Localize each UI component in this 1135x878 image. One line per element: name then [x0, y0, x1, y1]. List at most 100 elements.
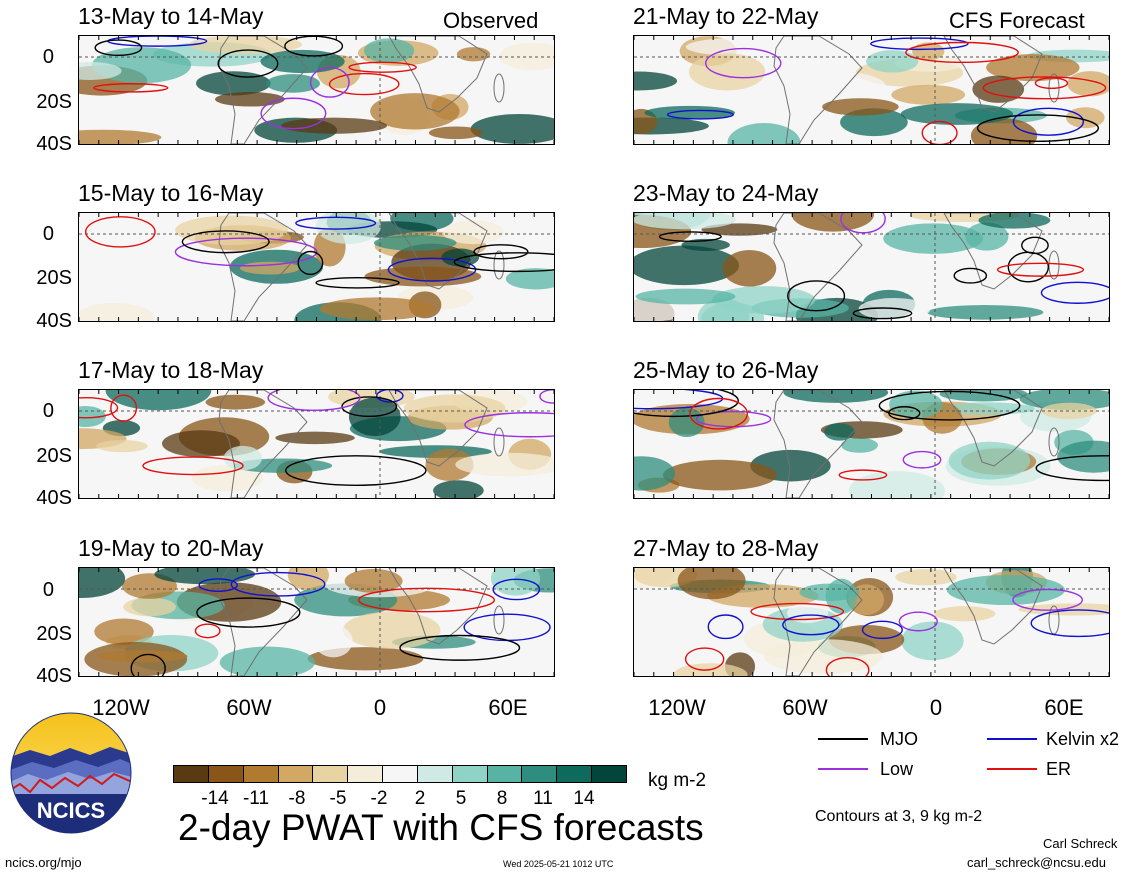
colorbar-swatch [556, 765, 593, 783]
lat-label-40s-row2: 40S [36, 310, 72, 332]
colorbar-label-4: -5 [329, 788, 347, 809]
lon-label-120w-right: 120W [648, 695, 706, 720]
land-outline [218, 213, 308, 321]
contour-line [267, 390, 361, 412]
contour-line [464, 412, 554, 438]
contour-line [174, 237, 318, 267]
legend-line-er [987, 768, 1037, 770]
anomaly-blob [634, 71, 678, 91]
contour-line [838, 469, 888, 481]
contour-line [666, 109, 734, 120]
lat-label-20s-row3: 20S [36, 445, 72, 467]
land-outline [1048, 250, 1060, 280]
colorbar-label-1: -14 [201, 788, 229, 809]
anomaly-blob [635, 288, 736, 305]
map-panel-left-2 [78, 212, 555, 322]
contour-line [348, 61, 417, 73]
contour-line [658, 231, 722, 243]
contour-line [297, 250, 324, 276]
map-panel-right-4 [633, 567, 1110, 677]
anomaly-blob [644, 105, 736, 120]
anomaly-blob [889, 390, 943, 419]
contour-line [1012, 588, 1083, 611]
anomaly-blob [105, 390, 212, 411]
land-outline [493, 427, 505, 457]
anomaly-blob [219, 646, 316, 676]
lon-label-60e-left: 60E [488, 695, 528, 720]
anomaly-blob [442, 220, 504, 245]
anomaly-blob [791, 213, 875, 232]
contour-line [1040, 281, 1109, 304]
colorbar-label-3: -8 [288, 788, 306, 809]
footer-timestamp: Wed 2025-05-21 1012 UTC [503, 859, 614, 869]
anomaly-blob [79, 568, 126, 599]
contour-line [1012, 107, 1085, 136]
colorbar-swatch [347, 765, 384, 783]
colorbar-swatch [242, 765, 279, 783]
land-outline [493, 73, 505, 103]
map-graphic [634, 36, 1109, 144]
map-graphic [79, 390, 554, 498]
contour-line [399, 634, 521, 661]
footer-author: Carl Schreck [1043, 836, 1118, 851]
anomaly-blob [188, 36, 302, 54]
contour-line [328, 72, 400, 96]
lat-label-20s-row2: 20S [36, 267, 72, 289]
anomaly-blob [97, 650, 188, 663]
footer-email[interactable]: carl_schreck@ncsu.edu [967, 855, 1106, 870]
anomaly-blob [162, 430, 240, 458]
anomaly-blob [240, 261, 300, 275]
anomaly-blob [946, 574, 1065, 606]
anomaly-blob [948, 441, 1031, 480]
contour-line [1007, 251, 1050, 283]
ncics-logo: NCICS [10, 712, 132, 834]
panel-title-right-1: 21-May to 22-May [633, 3, 819, 29]
contour-line [953, 267, 988, 284]
legend-label-er: ER [1046, 759, 1072, 779]
colorbar-label-10: 14 [573, 788, 595, 809]
anomaly-blob [927, 305, 1044, 320]
contour-line [198, 578, 238, 592]
colorbar-label-7: 5 [455, 788, 467, 809]
contour-line [684, 647, 725, 671]
contour-line [285, 455, 427, 486]
colorbar-unit: kg m-2 [648, 770, 707, 791]
lat-label-20s-row1: 20S [36, 91, 72, 113]
land-outline [943, 568, 1043, 645]
anomaly-blob [912, 42, 945, 61]
legend-line-kelvin [987, 738, 1037, 740]
lon-label-60w-right: 60W [782, 695, 828, 720]
anomaly-blob [94, 618, 154, 645]
legend-line-mjo [818, 738, 868, 740]
land-outline [388, 390, 488, 467]
footer-url[interactable]: ncics.org/mjo [5, 855, 82, 870]
contour-line [1030, 609, 1109, 638]
anomaly-blob [986, 54, 1080, 82]
contour-line [782, 614, 840, 636]
lat-label-20s-row4: 20S [36, 623, 72, 645]
panel-title-left-1: 13-May to 14-May [78, 3, 264, 29]
anomaly-blob [634, 245, 740, 286]
contour-line [130, 653, 166, 676]
map-panel-right-1 [633, 35, 1110, 145]
contour-line [181, 230, 270, 254]
anomaly-blob [883, 223, 983, 254]
contour-line [230, 571, 326, 597]
anomaly-blob [939, 390, 1028, 402]
anomaly-blob [403, 394, 506, 423]
anomaly-blob [364, 38, 415, 63]
contour-line [341, 396, 398, 418]
colorbar-swatch [207, 765, 244, 783]
land-outline [218, 568, 308, 676]
anomaly-blob [866, 50, 919, 73]
contour-line [358, 587, 496, 613]
map-graphic [634, 213, 1109, 321]
contour-line [707, 614, 744, 640]
land-outline [943, 213, 1043, 290]
land-outline [493, 250, 505, 280]
land-outline [1048, 427, 1060, 457]
anomaly-blob [1041, 402, 1097, 420]
anomaly-blob [895, 569, 957, 586]
anomaly-blob [934, 606, 996, 622]
anomaly-blob [455, 452, 554, 477]
